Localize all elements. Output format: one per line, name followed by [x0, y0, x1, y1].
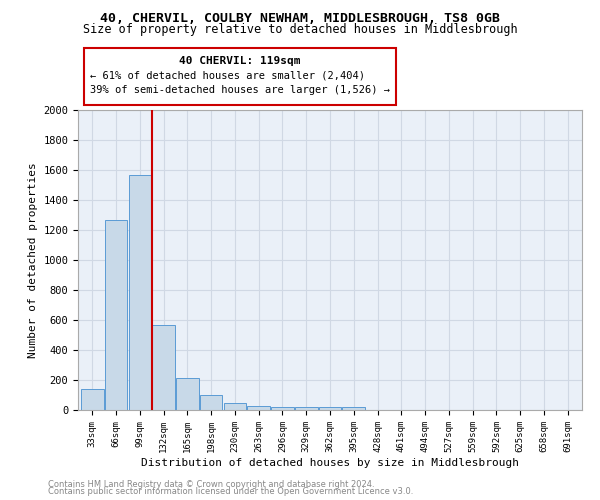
Bar [152, 324, 175, 410]
Bar [295, 407, 317, 410]
Bar [343, 407, 365, 410]
Text: 40 CHERVIL: 119sqm: 40 CHERVIL: 119sqm [179, 56, 301, 66]
Bar [105, 220, 127, 410]
Bar [319, 407, 341, 410]
Bar [224, 402, 246, 410]
Bar [176, 378, 199, 410]
Bar [247, 406, 270, 410]
Text: 39% of semi-detached houses are larger (1,526) →: 39% of semi-detached houses are larger (… [90, 85, 390, 95]
Bar [128, 176, 151, 410]
Text: Contains HM Land Registry data © Crown copyright and database right 2024.: Contains HM Land Registry data © Crown c… [48, 480, 374, 489]
Bar [200, 395, 223, 410]
Text: 40, CHERVIL, COULBY NEWHAM, MIDDLESBROUGH, TS8 0GB: 40, CHERVIL, COULBY NEWHAM, MIDDLESBROUG… [100, 12, 500, 26]
Text: ← 61% of detached houses are smaller (2,404): ← 61% of detached houses are smaller (2,… [90, 70, 365, 80]
Text: Size of property relative to detached houses in Middlesbrough: Size of property relative to detached ho… [83, 22, 517, 36]
Bar [271, 407, 294, 410]
X-axis label: Distribution of detached houses by size in Middlesbrough: Distribution of detached houses by size … [141, 458, 519, 468]
Bar [81, 389, 104, 410]
Y-axis label: Number of detached properties: Number of detached properties [28, 162, 38, 358]
Text: Contains public sector information licensed under the Open Government Licence v3: Contains public sector information licen… [48, 487, 413, 496]
